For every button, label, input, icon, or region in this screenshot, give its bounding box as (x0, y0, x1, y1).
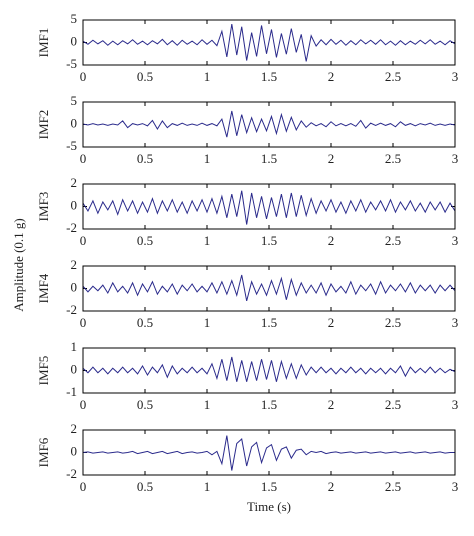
x-tick-label: 2 (328, 315, 335, 330)
x-tick-label: 1 (204, 315, 211, 330)
y-tick-label: 0 (71, 197, 78, 212)
x-tick-label: 0.5 (137, 479, 153, 494)
axes-frame (82, 101, 456, 148)
y-axis-label: IMF6 (36, 437, 51, 467)
x-tick-label: 1.5 (261, 69, 277, 84)
y-tick-label: 2 (71, 257, 78, 272)
x-tick-label: 1.5 (261, 233, 277, 248)
x-tick-label: 0.5 (137, 69, 153, 84)
x-tick-label: 2 (328, 233, 335, 248)
y-tick-label: 5 (71, 11, 78, 26)
x-tick-label: 2.5 (385, 69, 401, 84)
x-tick-label: 1.5 (261, 315, 277, 330)
shared-y-label: Amplitude (0.1 g) (11, 218, 26, 312)
y-tick-label: 1 (71, 339, 78, 354)
x-tick-label: 1 (204, 233, 211, 248)
y-tick-label: -1 (66, 384, 77, 399)
signal-line (82, 190, 456, 225)
x-tick-label: 1.5 (261, 151, 277, 166)
x-tick-label: 2 (328, 69, 335, 84)
x-tick-label: 2.5 (385, 315, 401, 330)
x-tick-label: 1 (204, 69, 211, 84)
axes-frame (82, 429, 456, 476)
y-tick-label: -2 (66, 220, 77, 235)
y-axis-label: IMF4 (36, 273, 51, 303)
x-tick-label: 1.5 (261, 397, 277, 412)
x-tick-label: 0 (80, 315, 87, 330)
x-tick-label: 3 (452, 233, 459, 248)
x-tick-label: 2.5 (385, 151, 401, 166)
x-tick-label: 0 (80, 397, 87, 412)
axes-frame (82, 265, 456, 312)
y-tick-label: 5 (71, 93, 78, 108)
y-tick-label: 0 (71, 115, 78, 130)
x-tick-label: 1 (204, 397, 211, 412)
x-tick-label: 0.5 (137, 397, 153, 412)
x-tick-label: 2 (328, 151, 335, 166)
x-tick-label: 0 (80, 151, 87, 166)
x-tick-label: 2 (328, 397, 335, 412)
y-tick-label: 2 (71, 421, 78, 436)
signal-line (82, 274, 456, 302)
x-tick-label: 3 (452, 69, 459, 84)
signal-line (82, 23, 456, 62)
x-tick-label: 2.5 (385, 233, 401, 248)
x-tick-label: 2.5 (385, 479, 401, 494)
x-tick-label: 3 (452, 151, 459, 166)
y-tick-label: -2 (66, 466, 77, 481)
x-tick-label: 3 (452, 397, 459, 412)
x-tick-label: 0 (80, 479, 87, 494)
y-tick-label: 0 (71, 279, 78, 294)
axes-frame (82, 183, 456, 230)
axes-frame (82, 347, 456, 394)
signal-line (82, 356, 456, 382)
x-tick-label: 1 (204, 479, 211, 494)
x-tick-label: 1 (204, 151, 211, 166)
x-tick-label: 0.5 (137, 315, 153, 330)
signal-line (82, 110, 456, 138)
x-tick-label: 0 (80, 69, 87, 84)
x-tick-label: 2 (328, 479, 335, 494)
x-tick-label: 2.5 (385, 397, 401, 412)
signal-line (82, 435, 455, 471)
y-axis-label: IMF1 (36, 28, 51, 58)
x-tick-label: 0.5 (137, 233, 153, 248)
y-tick-label: -2 (66, 302, 77, 317)
x-tick-label: 1.5 (261, 479, 277, 494)
y-tick-label: -5 (66, 138, 77, 153)
x-tick-label: 3 (452, 479, 459, 494)
y-tick-label: 0 (71, 443, 78, 458)
x-tick-label: 3 (452, 315, 459, 330)
x-tick-label: 0.5 (137, 151, 153, 166)
y-tick-label: 2 (71, 175, 78, 190)
y-tick-label: 0 (71, 33, 78, 48)
x-axis-label: Time (s) (247, 499, 291, 514)
x-tick-label: 0 (80, 233, 87, 248)
axes-frame (82, 19, 456, 66)
y-tick-label: 0 (71, 361, 78, 376)
y-axis-label: IMF2 (36, 110, 51, 140)
y-axis-label: IMF5 (36, 356, 51, 386)
y-axis-label: IMF3 (36, 192, 51, 222)
y-tick-label: -5 (66, 56, 77, 71)
